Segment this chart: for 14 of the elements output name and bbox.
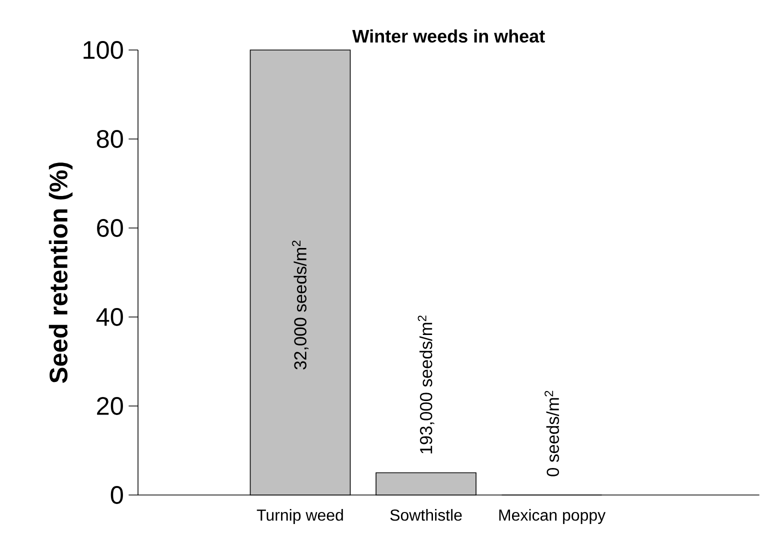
y-tick-label: 0 xyxy=(110,486,123,504)
y-axis-title: Seed retention (%) xyxy=(48,162,73,383)
annotation: 0 seeds/m$^{2}$ xyxy=(544,390,560,476)
x-tick-label: Turnip weed xyxy=(256,509,343,524)
x-tick-label: Sowthistle xyxy=(390,509,462,521)
y-tick-label: 20 xyxy=(97,397,123,415)
y-tick-label: 60 xyxy=(97,219,123,237)
annotation: 32,000 seeds/m$^{2}$ xyxy=(292,240,309,370)
chart-title: Winter weeds in wheat xyxy=(352,29,545,43)
annotation: 193,000 seeds/m$^{2}$ xyxy=(418,316,434,454)
y-tick-label: 40 xyxy=(96,308,123,326)
y-tick-label: 100 xyxy=(84,41,123,59)
y-tick-label: 80 xyxy=(96,130,123,148)
x-tick-label: Mexican poppy xyxy=(499,509,606,524)
